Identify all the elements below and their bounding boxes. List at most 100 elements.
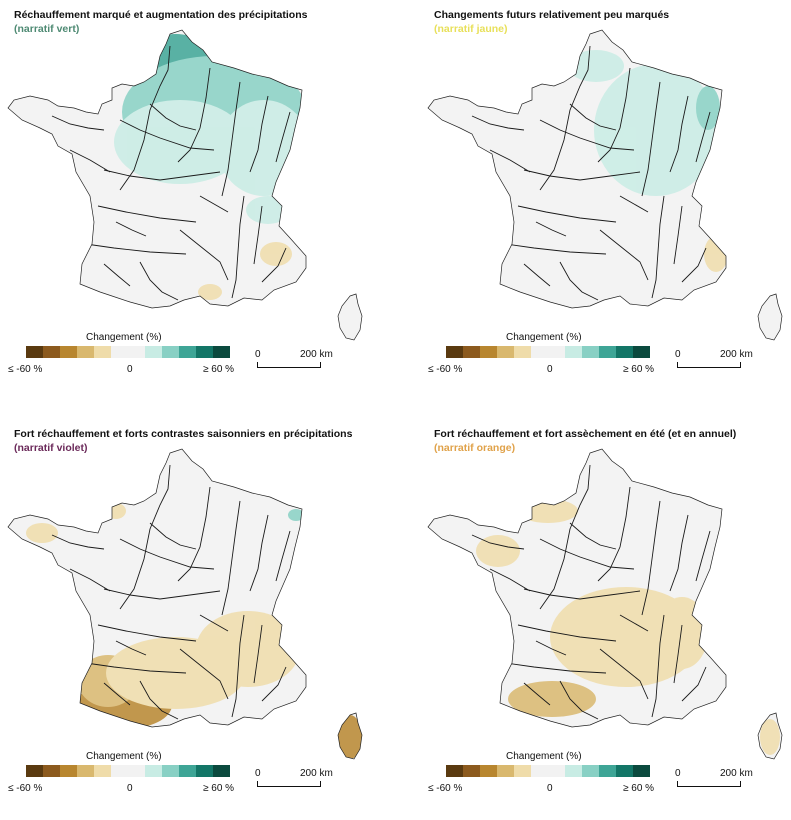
scale-bar-end: 200 km — [300, 768, 333, 779]
change-zone — [196, 611, 300, 687]
river-line — [569, 522, 617, 550]
river-line — [669, 514, 689, 592]
river-line — [539, 119, 635, 151]
panel-title: Fort réchauffement et forts contrastes s… — [14, 428, 353, 440]
river-network — [471, 45, 711, 301]
legend-swatch — [548, 765, 565, 777]
legend-swatch — [633, 346, 650, 358]
river-line — [115, 221, 147, 237]
river-line — [231, 195, 245, 299]
mainland-outline — [427, 448, 727, 728]
river-line — [569, 103, 617, 131]
legend-swatch — [463, 765, 480, 777]
legend-min-label: ≤ -60 % — [428, 783, 463, 794]
change-zone — [26, 523, 58, 543]
france-map — [427, 448, 783, 760]
river-line — [535, 221, 567, 237]
corsica-outline — [757, 293, 783, 341]
river-line — [559, 261, 599, 301]
river-line — [489, 149, 531, 173]
river-line — [539, 538, 635, 570]
river-line — [149, 522, 197, 550]
river-line — [471, 534, 525, 550]
river-line — [523, 263, 551, 287]
river-line — [517, 624, 617, 642]
scale-bar-end: 200 km — [300, 349, 333, 360]
legend-max-label: ≥ 60 % — [623, 364, 655, 375]
river-line — [695, 530, 711, 582]
river-line — [119, 45, 171, 191]
scale-bar-start: 0 — [255, 349, 261, 360]
river-line — [249, 514, 269, 592]
river-line — [119, 119, 215, 151]
change-zone — [508, 681, 596, 717]
river-line — [69, 149, 111, 173]
change-zone — [246, 196, 290, 224]
legend-mid-label: 0 — [127, 783, 133, 794]
change-zones — [568, 50, 728, 272]
legend-swatch — [94, 346, 111, 358]
legend-swatch — [111, 346, 128, 358]
change-zone — [760, 719, 780, 755]
panel-title: Fort réchauffement et fort assèchement e… — [434, 428, 737, 440]
legend-swatch — [145, 346, 162, 358]
river-network — [471, 464, 711, 720]
legend-swatch — [446, 346, 463, 358]
scale-bar-start: 0 — [675, 768, 681, 779]
legend-swatch — [43, 765, 60, 777]
legend-color-bar — [26, 346, 230, 358]
legend-swatch — [43, 346, 60, 358]
legend-title: Changement (%) — [506, 332, 582, 343]
river-line — [85, 662, 187, 674]
legend-max-label: ≥ 60 % — [203, 783, 235, 794]
river-line — [505, 243, 607, 255]
panel-title: Réchauffement marqué et augmentation des… — [14, 9, 308, 21]
corsica-outline — [337, 293, 363, 341]
river-line — [253, 205, 263, 265]
scale-bar-start: 0 — [675, 349, 681, 360]
legend-max-label: ≥ 60 % — [623, 783, 655, 794]
legend-swatch — [616, 346, 633, 358]
river-line — [177, 67, 211, 163]
panel-subtitle: (narratif jaune) — [434, 23, 508, 35]
river-line — [599, 229, 649, 281]
legend-swatch — [179, 346, 196, 358]
legend-swatch — [94, 765, 111, 777]
river-line — [199, 195, 229, 213]
river-line — [681, 247, 707, 283]
legend-min-label: ≤ -60 % — [8, 364, 43, 375]
legend-swatch — [633, 765, 650, 777]
legend-swatch — [514, 346, 531, 358]
river-line — [119, 538, 215, 570]
scale-bar-start: 0 — [255, 768, 261, 779]
river-line — [523, 588, 641, 600]
river-line — [619, 195, 649, 213]
change-zone — [594, 64, 718, 196]
river-line — [489, 568, 531, 592]
river-line — [523, 682, 551, 706]
map-panel-vert: Réchauffement marqué et augmentation des… — [0, 0, 395, 401]
legend-swatch — [145, 765, 162, 777]
legend-title: Changement (%) — [506, 751, 582, 762]
river-line — [261, 247, 287, 283]
legend-swatch — [582, 346, 599, 358]
legend-swatch — [213, 346, 230, 358]
legend-swatch — [565, 765, 582, 777]
river-line — [199, 614, 229, 632]
change-zones — [476, 499, 780, 755]
change-zone — [260, 242, 292, 266]
legend-swatch — [565, 346, 582, 358]
legend-max-label: ≥ 60 % — [203, 364, 235, 375]
river-line — [115, 640, 147, 656]
river-line — [695, 111, 711, 163]
river-line — [97, 205, 197, 223]
legend-color-bar — [446, 346, 650, 358]
river-line — [69, 568, 111, 592]
river-line — [539, 464, 591, 610]
river-line — [535, 640, 567, 656]
legend-mid-label: 0 — [547, 783, 553, 794]
legend-swatch — [77, 765, 94, 777]
river-line — [179, 229, 229, 281]
river-line — [275, 111, 291, 163]
legend-color-bar — [446, 765, 650, 777]
